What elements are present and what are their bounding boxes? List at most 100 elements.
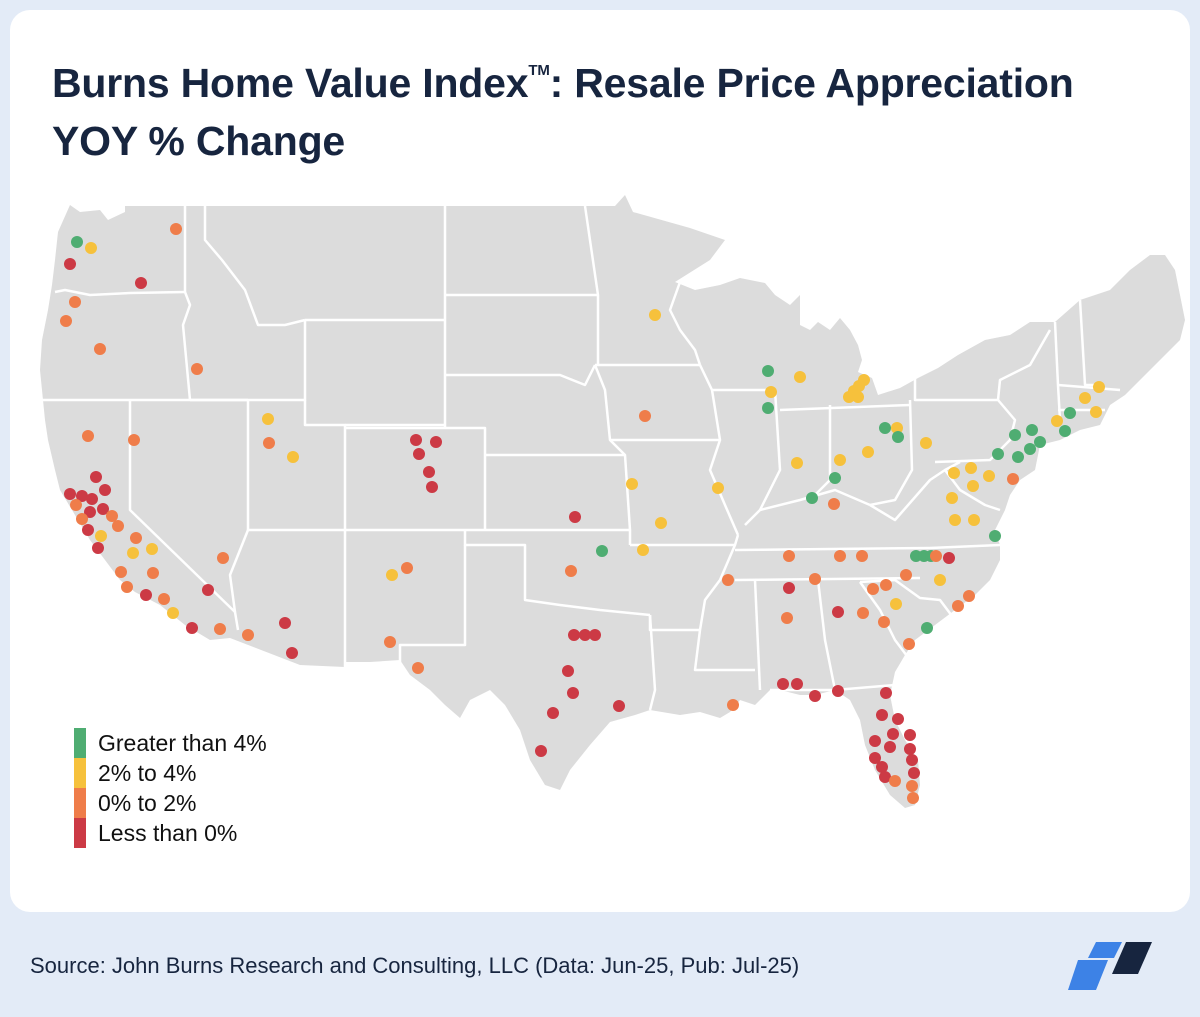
us-map <box>40 195 1185 808</box>
metro-marker <box>262 413 274 425</box>
metro-marker <box>989 530 1001 542</box>
logo-bar-dark <box>1112 942 1152 974</box>
border-id-mt <box>203 206 306 327</box>
metro-marker <box>287 451 299 463</box>
metro-marker <box>906 780 918 792</box>
metro-marker <box>430 436 442 448</box>
metro-marker <box>1024 443 1036 455</box>
metro-marker <box>384 636 396 648</box>
metro-marker <box>806 492 818 504</box>
metro-marker <box>857 607 869 619</box>
metro-marker <box>862 446 874 458</box>
metro-marker <box>565 565 577 577</box>
metro-marker <box>567 687 579 699</box>
border-ny-pa <box>996 329 1052 401</box>
metro-marker <box>242 629 254 641</box>
legend-swatch <box>74 728 86 758</box>
border-ar-east <box>698 544 737 631</box>
metro-marker <box>170 223 182 235</box>
page-title: Burns Home Value IndexTM: Resale Price A… <box>52 42 1172 170</box>
trademark: TM <box>528 62 550 79</box>
metro-marker <box>783 582 795 594</box>
metro-marker <box>1009 429 1021 441</box>
metro-marker <box>626 478 638 490</box>
metro-marker <box>655 517 667 529</box>
metro-marker <box>791 457 803 469</box>
metro-marker <box>426 481 438 493</box>
metro-marker <box>147 567 159 579</box>
legend-item-greater-than-4: Greater than 4% <box>74 728 267 758</box>
metro-marker <box>214 623 226 635</box>
logo-bar-light-top <box>1088 942 1122 958</box>
border-id-west <box>181 206 192 401</box>
border-ms-west <box>693 629 755 672</box>
metro-marker <box>867 583 879 595</box>
border-ut-east <box>303 400 347 530</box>
metro-marker <box>908 767 920 779</box>
border-oh-ky <box>759 488 871 512</box>
metro-marker <box>777 678 789 690</box>
metro-marker <box>140 589 152 601</box>
metro-marker <box>1059 425 1071 437</box>
metro-marker <box>943 552 955 564</box>
title-text: Burns Home Value Index <box>52 60 529 106</box>
metro-marker <box>852 391 864 403</box>
metro-marker <box>963 590 975 602</box>
metro-marker <box>949 514 961 526</box>
metro-marker <box>613 700 625 712</box>
metro-marker <box>879 422 891 434</box>
metro-marker <box>202 584 214 596</box>
metro-marker <box>828 498 840 510</box>
metro-marker <box>569 511 581 523</box>
metro-marker <box>843 391 855 403</box>
metro-marker <box>128 434 140 446</box>
metro-marker <box>892 713 904 725</box>
border-az-nv <box>228 529 250 613</box>
metro-marker <box>1012 451 1024 463</box>
legend-swatch <box>74 758 86 788</box>
metro-marker <box>983 470 995 482</box>
metro-marker <box>809 690 821 702</box>
metro-marker <box>921 622 933 634</box>
company-logo <box>1068 942 1152 990</box>
metro-marker <box>891 422 903 434</box>
legend-swatch <box>74 818 86 848</box>
metro-marker <box>535 745 547 757</box>
metro-marker <box>90 471 102 483</box>
metro-marker <box>1051 415 1063 427</box>
border-al-ga <box>816 579 837 691</box>
metro-marker <box>879 771 891 783</box>
border-tx-la <box>648 614 657 711</box>
metro-marker <box>1064 407 1076 419</box>
legend-label: 0% to 2% <box>98 789 197 816</box>
metro-marker <box>135 277 147 289</box>
metro-marker <box>829 472 841 484</box>
metro-marker <box>596 545 608 557</box>
border-ky-tn <box>734 546 931 552</box>
metro-marker <box>76 513 88 525</box>
metro-marker <box>906 754 918 766</box>
metro-marker <box>562 665 574 677</box>
metro-marker <box>904 729 916 741</box>
metro-marker <box>832 685 844 697</box>
metro-marker <box>637 544 649 556</box>
metro-marker <box>794 371 806 383</box>
metro-marker <box>889 775 901 787</box>
metro-marker <box>85 242 97 254</box>
metro-marker <box>890 598 902 610</box>
legend-item-2-to-4: 2% to 4% <box>74 758 267 788</box>
metro-marker <box>413 448 425 460</box>
metro-marker <box>115 566 127 578</box>
metro-marker <box>401 562 413 574</box>
metro-marker <box>279 617 291 629</box>
metro-marker <box>112 520 124 532</box>
border-nv-ca <box>128 400 240 631</box>
metro-marker <box>869 752 881 764</box>
us-outline <box>40 195 1185 808</box>
border-ma-ct <box>1057 383 1121 392</box>
metro-marker <box>82 524 94 536</box>
metro-marker <box>856 550 868 562</box>
metro-marker <box>791 678 803 690</box>
metro-marker <box>70 499 82 511</box>
metro-marker <box>892 431 904 443</box>
